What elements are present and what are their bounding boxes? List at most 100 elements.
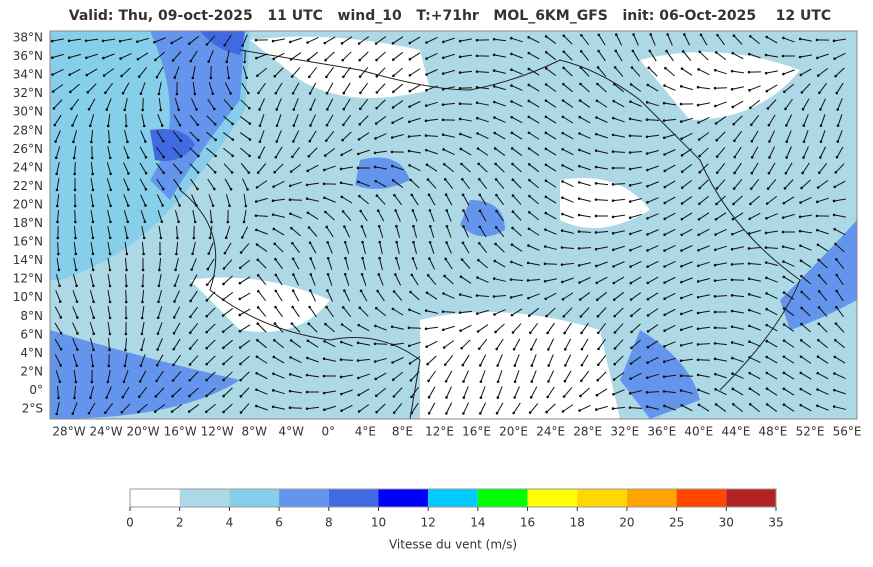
wind-arrow-head: [630, 282, 633, 285]
colorbar-segment: [627, 489, 677, 507]
wind-arrow-head: [664, 67, 667, 70]
wind-arrow-head: [697, 374, 700, 377]
wind-arrow-head: [153, 41, 156, 44]
wind-arrow-head: [255, 229, 258, 232]
wind-arrow-head: [357, 153, 360, 156]
wind-arrow-head: [527, 297, 530, 300]
wind-arrow-head: [783, 202, 786, 205]
wind-arrow-head: [799, 230, 802, 233]
wind-arrow-head: [595, 408, 598, 411]
wind-arrow-head: [462, 412, 465, 415]
wind-arrow-head: [127, 172, 130, 175]
wind-arrow-head: [578, 247, 581, 250]
wind-arrow-head: [629, 200, 632, 203]
wind-arrow-head: [751, 140, 754, 143]
wind-arrow-head: [715, 51, 718, 54]
wind-arrow-head: [179, 124, 182, 127]
wind-arrow-head: [76, 300, 79, 303]
wind-arrow-head: [459, 56, 462, 59]
wind-arrow-head: [442, 328, 445, 331]
wind-arrow-head: [612, 216, 615, 219]
wind-arrow-head: [462, 193, 465, 196]
wind-arrow-head: [765, 277, 768, 280]
wind-arrow-head: [140, 92, 143, 95]
wind-arrow-head: [597, 331, 600, 334]
wind-arrow-head: [172, 379, 175, 382]
wind-arrow-head: [308, 75, 311, 78]
wind-arrow-head: [59, 316, 62, 319]
wind-arrow-head: [477, 259, 480, 262]
wind-arrow-head: [85, 56, 88, 59]
wind-arrow-head: [663, 297, 666, 300]
wind-arrow-head: [496, 412, 499, 415]
wind-arrow-head: [306, 374, 309, 377]
wind-arrow-head: [799, 38, 802, 41]
wind-arrow-head: [92, 253, 95, 256]
wind-arrow-head: [697, 358, 700, 361]
wind-arrow-head: [325, 226, 328, 229]
wind-arrow-head: [155, 395, 158, 398]
wind-arrow-head: [820, 140, 823, 143]
wind-arrow-head: [799, 216, 802, 219]
wind-arrow-head: [58, 284, 61, 287]
wind-arrow-head: [530, 348, 533, 351]
wind-arrow-head: [782, 216, 785, 219]
wind-arrow-head: [748, 340, 751, 343]
wind-arrow-head: [357, 359, 360, 362]
wind-arrow-head: [154, 59, 157, 62]
wind-arrow-head: [427, 380, 430, 383]
wind-arrow-head: [816, 201, 819, 204]
wind-arrow-head: [289, 185, 292, 188]
wind-arrow-head: [425, 104, 428, 107]
wind-arrow-head: [375, 42, 378, 45]
wind-arrow-head: [292, 108, 295, 111]
lat-label: 14°N: [13, 253, 43, 267]
wind-arrow-head: [109, 237, 112, 240]
wind-arrow-head: [837, 124, 840, 127]
wind-arrow-head: [766, 372, 769, 375]
wind-arrow-head: [124, 365, 127, 368]
wind-arrow-head: [139, 380, 142, 383]
wind-arrow-head: [477, 330, 480, 333]
wind-arrow-head: [325, 306, 328, 309]
wind-arrow-head: [74, 189, 77, 192]
wind-arrow-head: [357, 324, 360, 327]
wind-arrow-head: [275, 290, 278, 293]
wind-arrow-head: [647, 346, 650, 349]
wind-arrow-head: [109, 157, 112, 160]
wind-arrow-head: [510, 100, 513, 103]
wind-arrow-head: [731, 341, 734, 344]
wind-arrow-head: [374, 325, 377, 328]
wind-arrow-head: [733, 156, 736, 159]
wind-arrow-head: [748, 262, 751, 265]
wind-arrow-head: [681, 154, 684, 157]
wind-arrow-head: [528, 116, 531, 119]
wind-arrow-head: [214, 155, 217, 158]
wind-arrow-head: [663, 218, 666, 221]
wind-arrow-head: [126, 253, 129, 256]
wind-arrow-head: [92, 221, 95, 224]
wind-arrow-head: [545, 67, 548, 70]
colorbar-tick-label: 20: [619, 516, 634, 530]
wind-arrow-head: [306, 197, 309, 200]
wind-arrow-head: [159, 109, 162, 112]
wind-arrow-head: [326, 124, 329, 127]
wind-arrow-head: [344, 257, 347, 260]
wind-arrow-head: [782, 245, 785, 248]
wind-arrow-head: [323, 183, 326, 186]
wind-arrow-head: [765, 217, 768, 220]
wind-arrow-head: [563, 395, 566, 398]
wind-arrow-head: [476, 55, 479, 58]
wind-arrow-head: [249, 138, 252, 141]
wind-arrow-head: [127, 188, 130, 191]
wind-arrow-head: [58, 269, 61, 272]
wind-arrow-head: [358, 195, 361, 198]
wind-arrow-head: [497, 396, 500, 399]
wind-arrow-head: [307, 322, 310, 325]
wind-arrow-head: [833, 40, 836, 43]
wind-arrow-head: [323, 196, 326, 199]
wind-arrow-head: [136, 40, 139, 43]
wind-arrow-head: [580, 66, 583, 69]
wind-arrow-head: [109, 188, 112, 191]
wind-arrow-head: [161, 204, 164, 207]
